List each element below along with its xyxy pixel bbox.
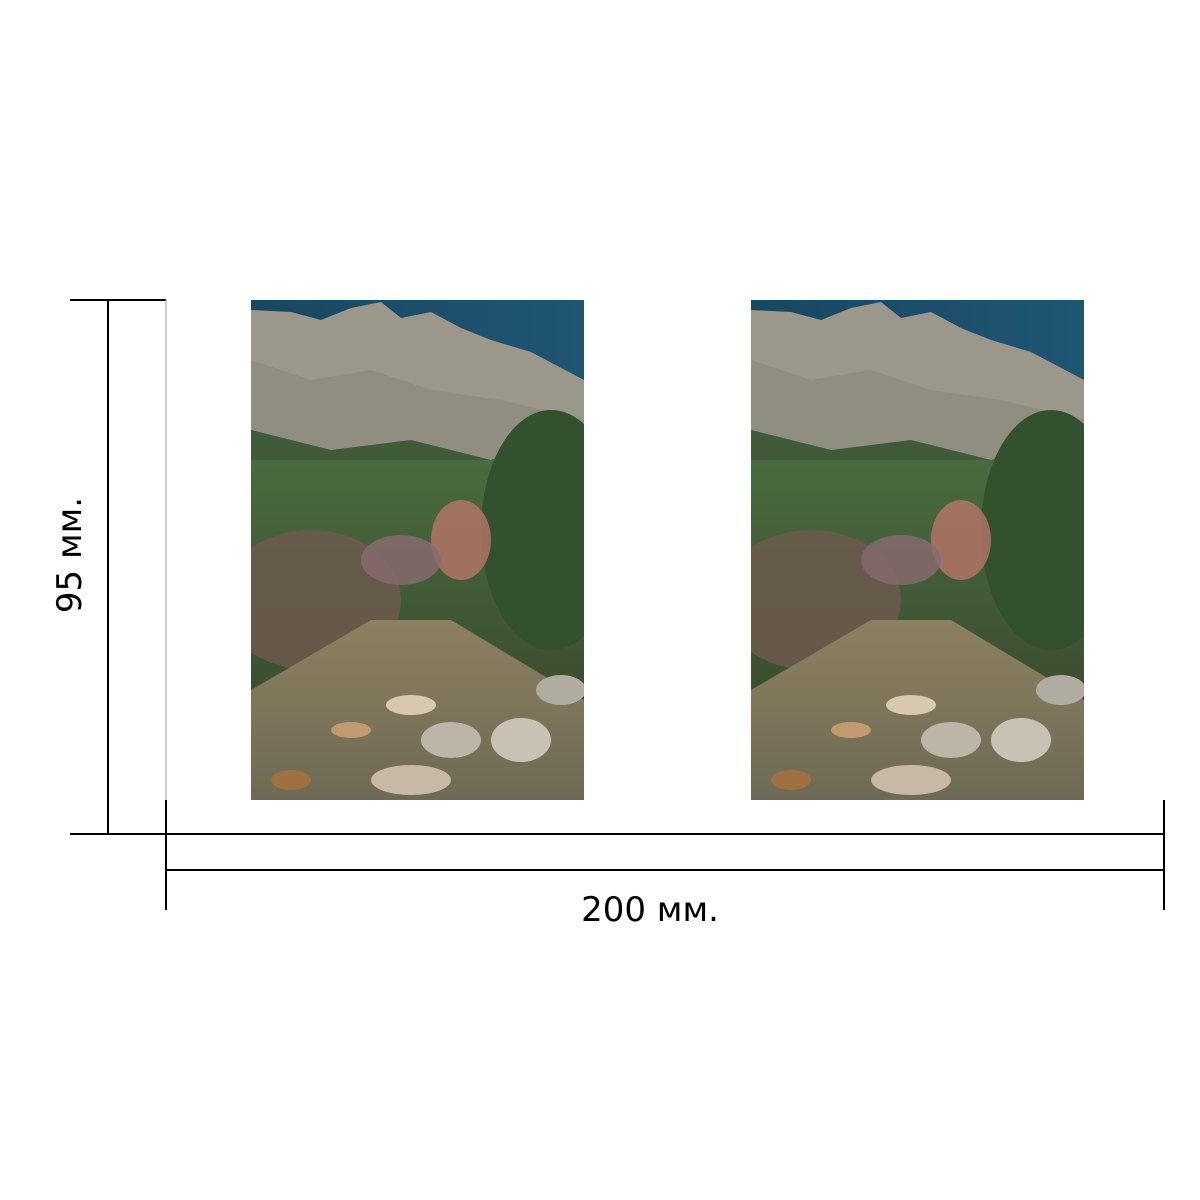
height-label: 95 мм. — [50, 496, 90, 614]
landscape-image — [751, 300, 1084, 800]
landscape-image — [251, 300, 584, 800]
width-label: 200 мм. — [581, 890, 719, 930]
product-photo-left — [251, 300, 584, 800]
product-photo-right — [751, 300, 1084, 800]
